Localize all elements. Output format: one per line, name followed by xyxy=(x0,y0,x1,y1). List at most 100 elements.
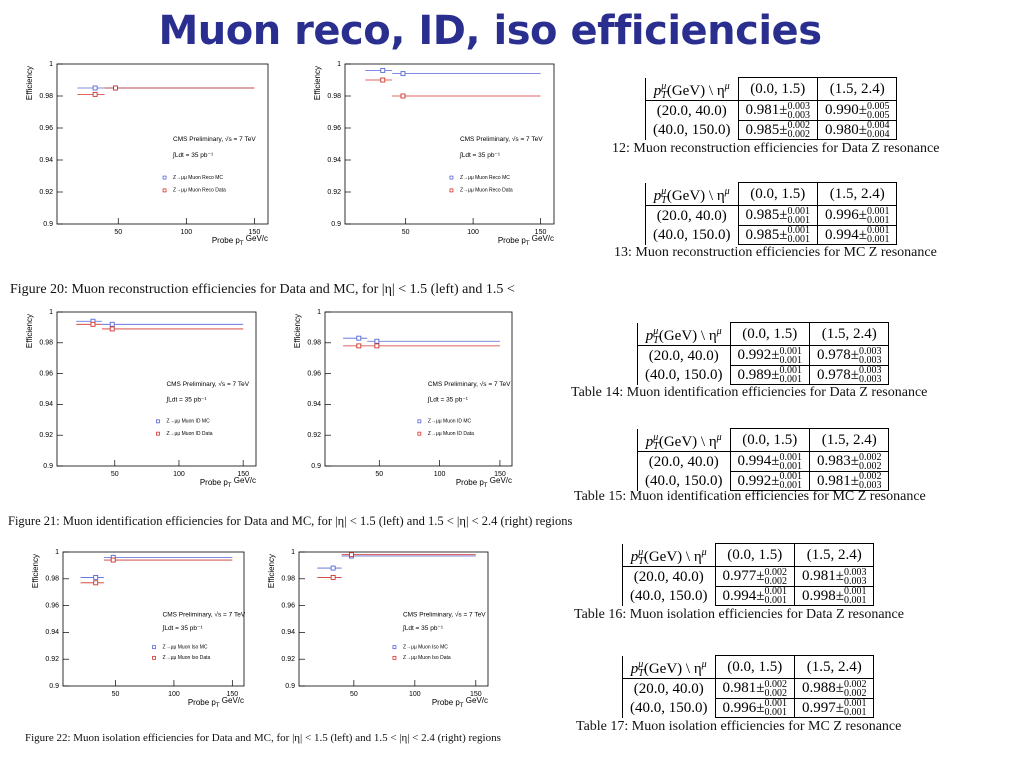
uncertainty-up: 0.003 xyxy=(858,365,882,377)
x-axis-label-unit: GeV/c xyxy=(244,234,268,243)
header-cell: (1.5, 2.4) xyxy=(793,654,875,680)
header-sup: μ xyxy=(653,432,659,444)
data-table: p μ T (GeV) \ ημ (0.0, 1.5) (1.5, 2.4) (20.0, … xyxy=(637,427,890,492)
uncertainty-up: 0.002 xyxy=(787,120,810,132)
row-label: (40.0, 150.0) xyxy=(637,365,731,385)
uncertainty-down: 0.001 xyxy=(779,480,802,492)
x-axis-label-sub: T xyxy=(460,703,464,708)
cell-value: 0.977± xyxy=(722,568,765,585)
y-tick-label: 1 xyxy=(49,61,53,68)
table-cell: 0.994± 0.001 0.001 xyxy=(729,451,810,472)
x-axis-label-sub: T xyxy=(526,241,530,246)
table-caption: 12: Muon reconstruction efficiencies for… xyxy=(612,141,940,156)
header-sup: μ xyxy=(716,431,722,443)
uncertainty-down: 0.002 xyxy=(764,575,787,587)
legend-marker xyxy=(449,175,454,180)
legend-marker xyxy=(156,419,160,424)
y-tick-label: 0.9 xyxy=(43,221,53,228)
y-axis-label: Efficiency xyxy=(31,554,40,588)
uncertainty-down: 0.001 xyxy=(764,595,787,607)
data-point xyxy=(380,67,386,73)
x-axis-label-unit: GeV/c xyxy=(488,476,512,485)
header-cell: (0.0, 1.5) xyxy=(714,542,795,568)
header-symbol: p xyxy=(630,548,639,565)
uncertainty-up: 0.002 xyxy=(858,451,882,463)
uncertainty-down: 0.001 xyxy=(787,234,810,246)
y-tick-label: 0.98 xyxy=(39,93,53,100)
y-tick-label: 0.98 xyxy=(39,340,53,347)
legend-marker xyxy=(162,188,167,193)
plot-frame xyxy=(344,63,555,225)
header-row: p μ T (GeV) \ ημ (0.0, 1.5) (1.5, 2.4) xyxy=(637,427,890,453)
header-sub: T xyxy=(638,556,644,568)
cell-value: 0.980± xyxy=(824,121,867,138)
data-point xyxy=(90,321,96,327)
uncertainty-up: 0.004 xyxy=(866,120,890,132)
table-cell: 0.996± 0.001 0.001 xyxy=(714,697,795,719)
plot-frame xyxy=(62,551,245,687)
cell-uncertainty: 0.003 0.003 xyxy=(787,101,810,120)
x-tick-label: 100 xyxy=(173,471,185,478)
x-tick-label: 150 xyxy=(535,229,547,236)
data-table: p μ T (GeV) \ ημ (0.0, 1.5) (1.5, 2.4) (20.0, … xyxy=(645,181,898,246)
legend-label: Z→μμ Muon Iso Data xyxy=(403,655,451,661)
uncertainty-down: 0.001 xyxy=(866,214,890,226)
annotation: ∫Ldt = 35 pb⁻¹ xyxy=(459,152,501,159)
header-symbol: p xyxy=(653,187,662,204)
uncertainty-down: 0.001 xyxy=(764,707,787,719)
legend-marker xyxy=(152,645,156,650)
x-axis-label-text: Probe p xyxy=(188,698,217,707)
table-row: (40.0, 150.0) 0.992± 0.001 0.001 0.981± 0.002… xyxy=(637,470,890,492)
annotation: CMS Preliminary, √s = 7 TeV xyxy=(163,611,246,619)
uncertainty-up: 0.001 xyxy=(764,698,787,710)
legend-label: Z→μμ Muon ID Data xyxy=(428,431,474,437)
table-caption: Table 17: Muon isolation efficiencies fo… xyxy=(576,719,902,734)
table-cell: 0.981± 0.003 0.003 xyxy=(737,100,818,121)
uncertainty-up: 0.002 xyxy=(858,471,882,483)
header-cell: p μ T (GeV) \ ημ xyxy=(645,77,739,102)
header-cell: p μ T (GeV) \ ημ xyxy=(637,322,731,347)
uncertainty-up: 0.002 xyxy=(843,678,867,690)
table-cell: 0.992± 0.001 0.001 xyxy=(729,470,810,492)
uncertainty-up: 0.001 xyxy=(779,451,802,463)
cell-value: 0.978± xyxy=(816,366,859,383)
uncertainty-down: 0.002 xyxy=(843,687,867,699)
header-cell: p μ T (GeV) \ ημ xyxy=(622,655,716,680)
annotation: CMS Preliminary, √s = 7 TeV xyxy=(173,135,256,143)
cell-uncertainty: 0.001 0.001 xyxy=(844,699,867,718)
cell-value: 0.994± xyxy=(737,453,780,470)
cell-value: 0.978± xyxy=(816,347,859,364)
uncertainty-down: 0.001 xyxy=(779,354,802,366)
table-cell: 0.977± 0.002 0.002 xyxy=(714,566,795,587)
header-sup: μ xyxy=(638,547,644,559)
cell-uncertainty: 0.002 0.002 xyxy=(843,678,867,699)
x-axis-label-text: Probe p xyxy=(212,236,241,245)
data-point xyxy=(374,338,380,344)
cell-uncertainty: 0.003 0.003 xyxy=(859,346,882,365)
legend-label: Z→μμ Muon Reco MC xyxy=(173,175,223,181)
annotation: ∫Ldt = 35 pb⁻¹ xyxy=(165,396,207,403)
table-cell: 0.989± 0.001 0.001 xyxy=(729,364,810,386)
y-axis-label: Efficiency xyxy=(313,66,322,100)
header-cell: (1.5, 2.4) xyxy=(793,542,875,568)
x-axis-label-unit: GeV/c xyxy=(530,234,554,243)
plot-frame xyxy=(56,63,269,225)
x-tick-label: 50 xyxy=(375,471,383,478)
y-axis-label: Efficiency xyxy=(25,314,34,348)
legend-marker xyxy=(417,431,422,436)
header-row: p μ T (GeV) \ ημ (0.0, 1.5) (1.5, 2.4) xyxy=(645,181,898,207)
cell-uncertainty: 0.002 0.002 xyxy=(858,451,882,471)
header-sup: μ xyxy=(661,186,667,198)
x-tick-label: 150 xyxy=(226,691,238,698)
y-tick-label: 0.9 xyxy=(49,683,59,690)
uncertainty-up: 0.001 xyxy=(787,225,810,237)
x-tick-label: 50 xyxy=(114,229,122,236)
row-label: (40.0, 150.0) xyxy=(622,698,716,718)
cell-value: 0.985± xyxy=(745,121,788,138)
row-label: (40.0, 150.0) xyxy=(622,586,716,606)
cell-value: 0.981± xyxy=(816,472,859,489)
table-cell: 0.998± 0.001 0.001 xyxy=(793,585,875,607)
